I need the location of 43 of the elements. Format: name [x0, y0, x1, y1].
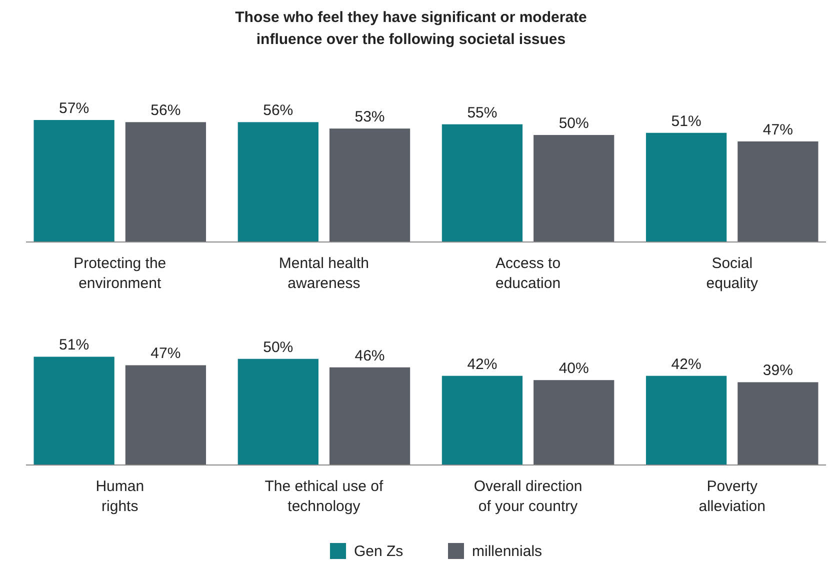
bar	[125, 122, 206, 242]
data-label: 50%	[263, 338, 294, 356]
data-label: 56%	[150, 102, 181, 120]
bar	[646, 132, 727, 242]
bar	[329, 367, 410, 465]
bar	[442, 124, 523, 242]
bar	[329, 128, 410, 242]
bar	[34, 356, 114, 465]
bar	[534, 380, 614, 465]
bar	[442, 376, 523, 465]
x-tick-label: Human rights	[96, 478, 144, 515]
bar	[34, 120, 114, 242]
data-label: 51%	[671, 112, 702, 130]
data-label: 40%	[558, 360, 589, 378]
data-label: 53%	[354, 108, 385, 126]
x-tick-label: Access to education	[496, 255, 561, 292]
data-label: 46%	[354, 347, 385, 364]
data-label: 42%	[467, 356, 498, 373]
data-label: 57%	[59, 100, 90, 117]
data-label: 39%	[762, 362, 793, 380]
data-label: 47%	[150, 345, 181, 362]
bar	[125, 365, 206, 465]
x-tick-label: The ethical use of technology	[264, 478, 384, 515]
bar	[534, 134, 614, 242]
data-label: 42%	[671, 356, 702, 373]
data-label: 55%	[467, 104, 498, 122]
x-tick-label: Overall direction of your country	[474, 478, 582, 515]
x-tick-label: Protecting the environment	[74, 255, 166, 292]
x-tick-label: Poverty alleviation	[698, 478, 766, 515]
bar	[738, 141, 818, 242]
bar	[238, 122, 318, 242]
legend-label: millennials	[472, 543, 542, 560]
bar	[646, 376, 727, 465]
legend-label: Gen Zs	[354, 543, 404, 560]
bar	[738, 382, 818, 465]
data-label: 50%	[558, 114, 589, 132]
chart-title: Those who feel they have significant or moderate influence over the following societal issues	[235, 9, 587, 48]
x-tick-label: Social equality	[706, 255, 758, 292]
data-label: 51%	[59, 336, 90, 354]
x-tick-label: Mental health awareness	[278, 255, 369, 292]
bar	[238, 358, 318, 465]
data-label: 47%	[762, 121, 793, 138]
data-label: 56%	[263, 102, 294, 120]
